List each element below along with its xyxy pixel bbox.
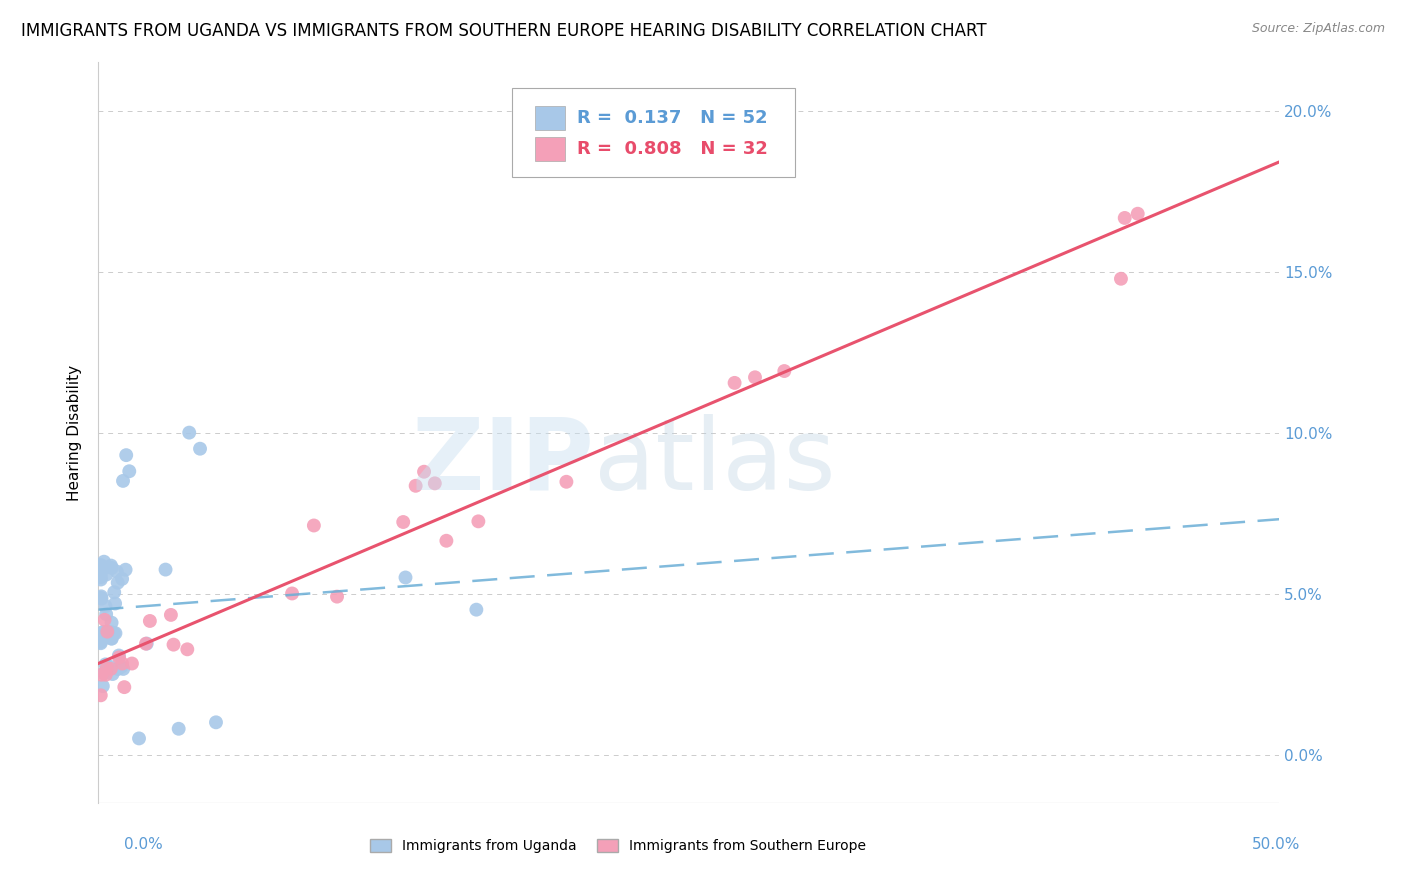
Point	[94, 657, 117, 672]
Point	[96, 624, 118, 639]
Point	[413, 465, 436, 479]
Point	[555, 475, 578, 489]
Point	[302, 518, 325, 533]
Point	[90, 590, 112, 604]
FancyBboxPatch shape	[512, 88, 796, 178]
Point	[744, 370, 766, 384]
Point	[100, 632, 122, 646]
Point	[100, 615, 122, 630]
Point	[1109, 272, 1132, 286]
Point	[188, 442, 211, 456]
Point	[93, 666, 115, 681]
Point	[110, 659, 132, 673]
Point	[103, 626, 125, 640]
Point	[93, 555, 115, 569]
Point	[91, 625, 114, 640]
Point	[96, 567, 118, 582]
Point	[94, 667, 117, 681]
Text: 50.0%: 50.0%	[1253, 838, 1301, 852]
Point	[423, 476, 446, 491]
Point	[773, 364, 796, 378]
Point	[121, 657, 143, 671]
Point	[205, 715, 228, 730]
Point	[98, 659, 121, 673]
Point	[104, 597, 127, 611]
Point	[326, 590, 349, 604]
Point	[90, 558, 112, 572]
Point	[115, 448, 138, 462]
Point	[103, 585, 125, 599]
Text: atlas: atlas	[595, 414, 837, 511]
Point	[162, 638, 184, 652]
Point	[100, 558, 122, 573]
Point	[1114, 211, 1136, 225]
Point	[160, 607, 183, 622]
Point	[467, 514, 489, 528]
Point	[118, 464, 141, 478]
Y-axis label: Hearing Disability: Hearing Disability	[67, 365, 83, 500]
Point	[104, 626, 127, 640]
Point	[139, 614, 162, 628]
Point	[90, 573, 112, 587]
Point	[1126, 207, 1149, 221]
Point	[108, 648, 131, 663]
Point	[100, 632, 122, 646]
Point	[465, 602, 488, 616]
Point	[107, 662, 129, 676]
Point	[112, 680, 135, 694]
Point	[405, 479, 427, 493]
Point	[281, 586, 304, 600]
Point	[135, 637, 157, 651]
Point	[176, 642, 198, 657]
Point	[111, 474, 134, 488]
Point	[90, 689, 112, 703]
Text: R =  0.137   N = 52: R = 0.137 N = 52	[576, 109, 768, 127]
Point	[128, 731, 150, 746]
Point	[94, 607, 117, 621]
Legend: Immigrants from Uganda, Immigrants from Southern Europe: Immigrants from Uganda, Immigrants from …	[364, 834, 872, 859]
Point	[111, 572, 134, 586]
Point	[90, 591, 112, 605]
Point	[135, 637, 157, 651]
Point	[108, 650, 131, 665]
Point	[105, 565, 128, 579]
Text: 0.0%: 0.0%	[124, 838, 163, 852]
Point	[91, 679, 114, 693]
Point	[90, 566, 112, 580]
Point	[90, 667, 112, 681]
Point	[155, 563, 177, 577]
Bar	[536, 137, 565, 161]
Point	[94, 599, 117, 613]
Point	[91, 562, 114, 576]
Point	[93, 613, 115, 627]
Point	[394, 570, 416, 584]
Point	[101, 667, 124, 681]
Text: ZIP: ZIP	[412, 414, 595, 511]
Point	[111, 657, 134, 671]
Point	[434, 533, 457, 548]
Point	[112, 662, 135, 676]
Bar	[536, 106, 565, 130]
Point	[100, 625, 122, 640]
Point	[179, 425, 201, 440]
Text: R =  0.808   N = 32: R = 0.808 N = 32	[576, 140, 768, 158]
Point	[392, 515, 415, 529]
Point	[90, 570, 112, 584]
Text: IMMIGRANTS FROM UGANDA VS IMMIGRANTS FROM SOUTHERN EUROPE HEARING DISABILITY COR: IMMIGRANTS FROM UGANDA VS IMMIGRANTS FRO…	[21, 22, 987, 40]
Point	[723, 376, 745, 390]
Point	[167, 722, 190, 736]
Point	[91, 625, 114, 640]
Point	[90, 635, 112, 649]
Point	[94, 665, 117, 680]
Point	[90, 636, 112, 650]
Point	[107, 575, 129, 590]
Point	[100, 561, 122, 575]
Text: Source: ZipAtlas.com: Source: ZipAtlas.com	[1251, 22, 1385, 36]
Point	[114, 563, 136, 577]
Point	[90, 591, 112, 606]
Point	[100, 662, 122, 676]
Point	[96, 661, 118, 675]
